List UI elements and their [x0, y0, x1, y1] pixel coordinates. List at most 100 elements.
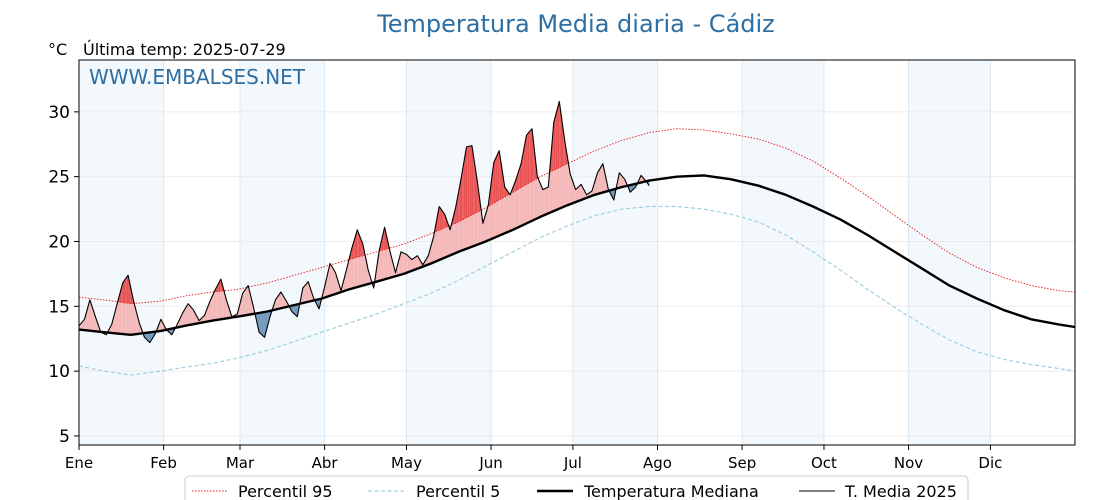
below-median-fill	[260, 312, 262, 335]
above-median-fill	[283, 296, 286, 308]
above-median-fill	[414, 256, 417, 270]
above-median-fill	[111, 319, 114, 334]
y-tick-label: 30	[48, 103, 70, 123]
above-median-fill	[192, 308, 194, 325]
below-median-fill	[295, 304, 298, 317]
above-p95-fill	[493, 159, 496, 204]
above-median-fill	[204, 311, 206, 323]
above-median-fill	[216, 284, 219, 320]
above-median-fill	[481, 212, 483, 244]
above-p95-fill	[499, 150, 501, 200]
below-median-fill	[611, 189, 613, 198]
above-median-fill	[390, 251, 392, 278]
above-median-fill	[433, 228, 436, 263]
above-p95-fill	[496, 153, 498, 202]
above-p95-fill	[355, 229, 358, 258]
above-p95-fill	[439, 206, 441, 231]
above-median-fill	[598, 168, 601, 194]
above-p95-fill	[122, 281, 125, 303]
above-median-fill	[334, 270, 336, 295]
x-tick-label: Jul	[563, 454, 582, 472]
above-p95-fill	[529, 130, 531, 183]
above-p95-fill	[560, 111, 562, 167]
above-median-fill	[332, 268, 335, 295]
above-median-fill	[88, 299, 90, 331]
above-median-fill	[544, 188, 546, 216]
above-p95-fill	[358, 233, 361, 257]
above-p95-fill	[124, 279, 126, 303]
above-p95-fill	[553, 117, 556, 171]
above-median-fill	[114, 308, 116, 334]
above-median-fill	[541, 186, 543, 217]
above-median-fill	[364, 250, 366, 286]
x-axis: Ene Feb Mar Abr May Jun Jul Ago Sep Oct Nov Dic	[65, 445, 1002, 472]
above-p95-fill	[559, 101, 561, 168]
above-median-fill	[184, 308, 186, 327]
above-median-fill	[190, 306, 193, 325]
above-median-fill	[212, 292, 215, 321]
above-median-fill	[514, 180, 516, 230]
above-median-fill	[578, 185, 580, 202]
above-median-fill	[324, 281, 326, 298]
anomaly-fills	[79, 101, 650, 343]
above-median-fill	[546, 187, 549, 214]
below-median-fill	[147, 332, 149, 342]
above-p95-fill	[125, 277, 127, 304]
x-tick-label: Oct	[811, 454, 837, 472]
month-band	[742, 60, 824, 445]
above-median-fill	[413, 257, 415, 271]
above-median-fill	[540, 183, 542, 217]
above-median-fill	[242, 291, 245, 316]
watermark: WWW.EMBALSES.NET	[89, 65, 306, 89]
above-p95-fill	[495, 156, 497, 203]
month-band	[79, 60, 164, 445]
above-median-fill	[542, 188, 545, 216]
legend-label: Percentil 95	[238, 482, 333, 500]
above-median-fill	[406, 254, 408, 273]
above-median-fill	[451, 218, 453, 255]
percentil-95-line	[78, 128, 1076, 305]
above-median-fill	[215, 286, 217, 321]
above-p95-fill	[477, 181, 479, 213]
above-median-fill	[510, 191, 512, 231]
above-median-fill	[447, 222, 449, 257]
above-median-fill	[96, 320, 99, 332]
above-p95-fill	[470, 145, 472, 216]
below-median-fill	[263, 311, 265, 338]
above-median-fill	[188, 303, 190, 326]
above-median-fill	[545, 187, 547, 215]
above-median-fill	[306, 281, 309, 303]
above-median-fill	[282, 294, 284, 308]
above-median-fill	[450, 224, 452, 256]
above-median-fill	[448, 225, 451, 256]
above-median-fill	[279, 292, 281, 309]
above-median-fill	[387, 239, 389, 279]
above-median-fill	[327, 269, 329, 297]
x-tick-label: Dic	[978, 454, 1002, 472]
above-p95-fill	[556, 106, 558, 169]
above-median-fill	[571, 177, 573, 204]
below-median-fill	[261, 312, 264, 337]
above-median-fill	[186, 303, 189, 326]
above-p95-fill	[441, 210, 444, 230]
above-median-fill	[619, 172, 621, 188]
above-median-fill	[91, 304, 93, 332]
above-p95-fill	[473, 154, 475, 215]
above-median-fill	[411, 258, 414, 271]
plot-frame	[78, 59, 1076, 446]
mediana-line	[78, 174, 1076, 336]
x-tick-label: Mar	[226, 454, 255, 472]
above-median-fill	[328, 263, 331, 297]
above-median-fill	[402, 252, 404, 275]
above-p95-fill	[126, 275, 129, 304]
above-median-fill	[89, 299, 92, 331]
above-p95-fill	[564, 140, 567, 165]
above-p95-fill	[462, 163, 464, 220]
above-median-fill	[622, 176, 624, 188]
x-tick-label: Nov	[894, 454, 923, 472]
above-p95-fill	[518, 167, 520, 190]
below-median-fill	[145, 332, 148, 340]
x-tick-label: Feb	[150, 454, 177, 472]
above-median-fill	[209, 298, 212, 322]
